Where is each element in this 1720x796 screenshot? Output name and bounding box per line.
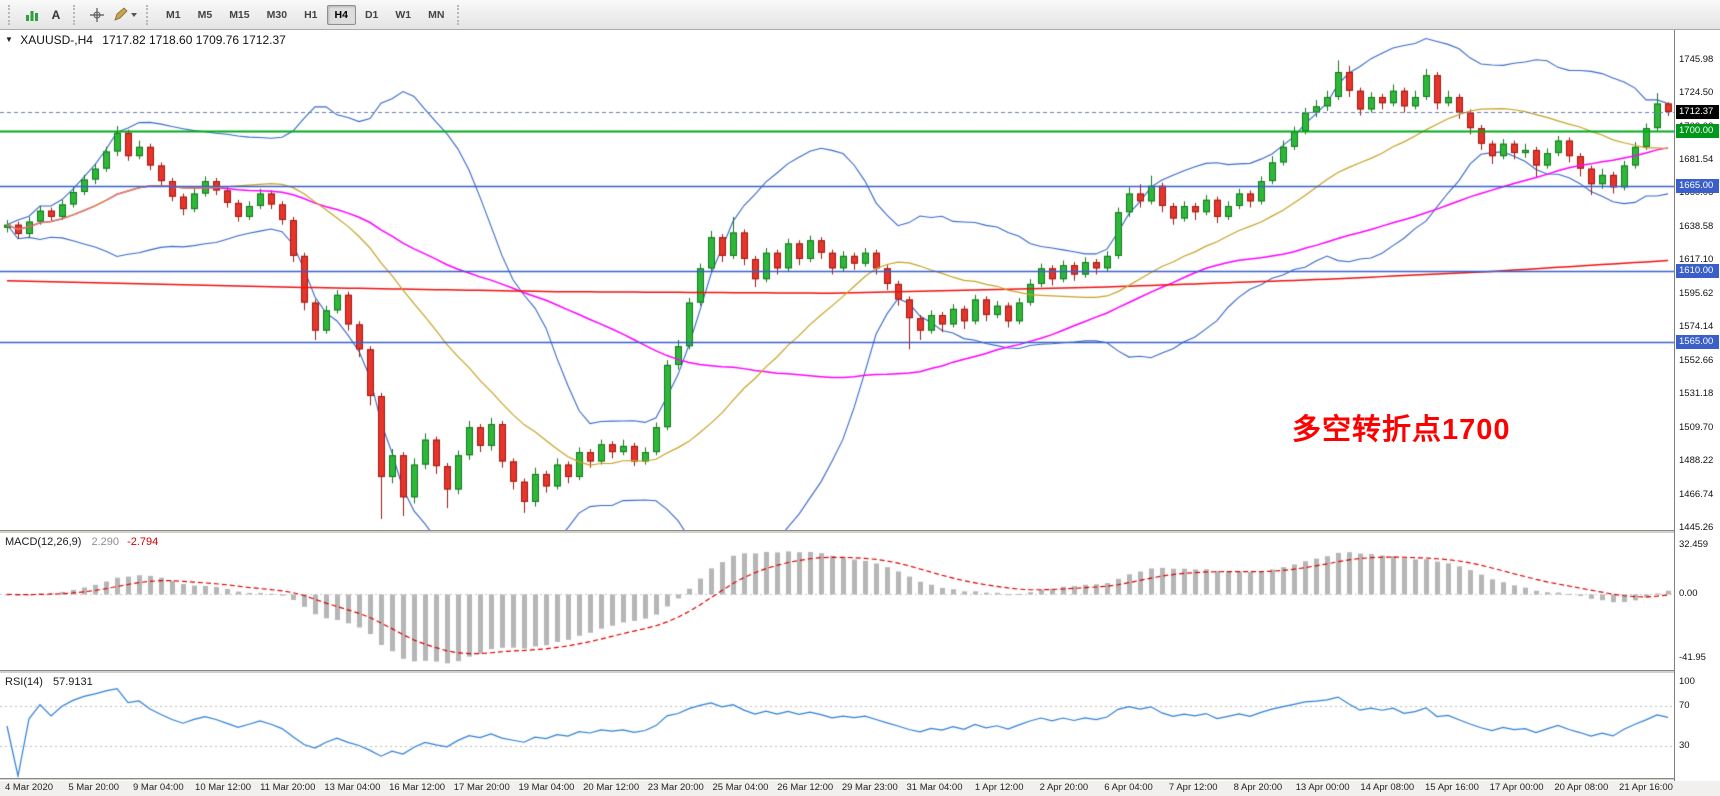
- annotation-text: 多空转折点1700: [1292, 414, 1511, 446]
- time-axis-label: 2 Apr 20:00: [1039, 782, 1089, 793]
- price-axis-label: 1595.62: [1679, 288, 1714, 299]
- price-axis-label: 1488.22: [1679, 455, 1714, 466]
- macd-axis-label: 32.459: [1679, 539, 1709, 550]
- time-axis-label: 4 Mar 2020: [4, 782, 54, 793]
- price-axis-label: 1638.58: [1679, 221, 1714, 232]
- time-axis-label: 13 Apr 00:00: [1295, 782, 1350, 793]
- macd-signal-value: -2.794: [127, 536, 159, 548]
- symbol-period-label: XAUUSD-,H4: [20, 33, 93, 47]
- timeframe-button-w1[interactable]: W1: [387, 5, 419, 25]
- macd-label: MACD(12,26,9) 2.290 -2.794: [5, 536, 158, 548]
- time-axis-label: 15 Apr 16:00: [1425, 782, 1479, 793]
- price-axis-label: 1745.98: [1679, 54, 1714, 65]
- price-axis-label: 1445.26: [1679, 522, 1714, 533]
- rsi-name: RSI(14): [5, 676, 43, 688]
- rsi-pane: RSI(14) 57.9131: [0, 674, 1674, 778]
- chart-title: ▼ XAUUSD-,H4 1717.82 1718.60 1709.76 171…: [5, 33, 286, 47]
- price-axis-label: 1466.74: [1679, 489, 1714, 500]
- toolbar-grip[interactable]: [146, 4, 153, 25]
- price-level-badge: 1565.00: [1676, 335, 1719, 349]
- price-level-badge: 1700.00: [1676, 124, 1719, 138]
- price-level-badge: 1665.00: [1676, 179, 1719, 193]
- macd-main-value: 2.290: [91, 536, 120, 548]
- time-axis-label: 17 Apr 00:00: [1489, 782, 1544, 793]
- main-chart-canvas[interactable]: [0, 30, 1674, 530]
- timeframe-button-h1[interactable]: H1: [296, 5, 325, 25]
- timeframe-toolbar: M1 M5 M15 M30 H1 H4 D1 W1 MN: [158, 4, 452, 25]
- time-axis-label: 26 Mar 12:00: [777, 782, 834, 793]
- time-axis-label: 19 Mar 04:00: [518, 782, 575, 793]
- rsi-axis-label: 30: [1679, 740, 1690, 751]
- pane-divider[interactable]: [0, 530, 1720, 534]
- time-axis-label: 23 Mar 20:00: [647, 782, 704, 793]
- rsi-label: RSI(14) 57.9131: [5, 676, 93, 688]
- time-axis-label: 1 Apr 12:00: [974, 782, 1024, 793]
- rsi-canvas[interactable]: [0, 674, 1674, 778]
- time-axis-label: 20 Mar 12:00: [583, 782, 640, 793]
- macd-pane: MACD(12,26,9) 2.290 -2.794: [0, 534, 1674, 670]
- macd-name: MACD(12,26,9): [5, 536, 82, 548]
- rsi-value: 57.9131: [52, 676, 93, 688]
- toolbar-grip[interactable]: [457, 4, 464, 25]
- price-axis-label: 1574.14: [1679, 321, 1714, 332]
- price-axis-label: 1509.70: [1679, 422, 1714, 433]
- draw-tool-icon[interactable]: [109, 4, 141, 26]
- timeframe-button-d1[interactable]: D1: [357, 5, 386, 25]
- price-axis-label: 1724.50: [1679, 87, 1714, 98]
- toolbar-grip[interactable]: [73, 4, 80, 25]
- time-axis-label: 13 Mar 04:00: [324, 782, 381, 793]
- main-price-pane: ▼ XAUUSD-,H4 1717.82 1718.60 1709.76 171…: [0, 30, 1674, 530]
- price-axis[interactable]: 1745.981724.501703.021681.541660.061638.…: [1674, 30, 1720, 781]
- text-tool-icon[interactable]: A: [44, 4, 68, 26]
- macd-canvas[interactable]: [0, 534, 1674, 670]
- bar-chart-glyph: [26, 10, 38, 21]
- time-axis-label: 5 Mar 20:00: [68, 782, 120, 793]
- timeframe-button-h4[interactable]: H4: [326, 4, 356, 25]
- toolbar-grip[interactable]: [8, 4, 15, 25]
- timeframe-button-m15[interactable]: M15: [221, 5, 257, 25]
- time-axis-label: 9 Mar 04:00: [133, 782, 184, 793]
- time-axis-label: 8 Apr 20:00: [1233, 782, 1283, 793]
- price-axis-label: 1552.66: [1679, 355, 1714, 366]
- price-level-badge: 1610.00: [1676, 264, 1719, 278]
- price-axis-label: 1531.18: [1679, 388, 1714, 399]
- time-axis-label: 6 Apr 04:00: [1104, 782, 1153, 793]
- time-axis-label: 14 Apr 08:00: [1360, 782, 1415, 793]
- bar-chart-icon[interactable]: [20, 4, 44, 26]
- time-axis-label: 21 Apr 16:00: [1619, 782, 1673, 793]
- timeframe-button-mn[interactable]: MN: [420, 5, 452, 25]
- time-axis-label: 20 Apr 08:00: [1554, 782, 1609, 793]
- ohlc-values: 1717.82 1718.60 1709.76 1712.37: [102, 33, 286, 47]
- time-axis-label: 16 Mar 12:00: [389, 782, 446, 793]
- macd-axis-label: 0.00: [1679, 588, 1698, 599]
- time-axis-label: 11 Mar 20:00: [260, 782, 316, 793]
- time-axis[interactable]: 4 Mar 2020 5 Mar 20:00 9 Mar 04:00 10 Mar 1…: [0, 781, 1720, 796]
- pane-divider[interactable]: [0, 670, 1720, 674]
- time-axis-label: 25 Mar 04:00: [712, 782, 769, 793]
- rsi-axis-label: 70: [1679, 700, 1690, 711]
- crosshair-glyph: [90, 7, 104, 22]
- time-axis-label: 29 Mar 23:00: [841, 782, 898, 793]
- timeframe-button-m30[interactable]: M30: [259, 5, 295, 25]
- chevron-down-icon: [131, 12, 137, 17]
- rsi-axis-label: 100: [1679, 676, 1695, 687]
- chart-window: ▼ XAUUSD-,H4 1717.82 1718.60 1709.76 171…: [0, 30, 1720, 796]
- crosshair-icon[interactable]: [85, 4, 109, 26]
- toolbar: A M1 M5 M15 M30 H1 H4 D1 W1 MN: [0, 0, 1720, 30]
- pane-divider[interactable]: [0, 778, 1720, 781]
- time-axis-label: 10 Mar 12:00: [195, 782, 252, 793]
- price-axis-label: 1681.54: [1679, 154, 1714, 165]
- pencil-glyph: [114, 7, 128, 21]
- timeframe-button-m5[interactable]: M5: [190, 5, 221, 25]
- expand-arrow-icon[interactable]: ▼: [5, 35, 13, 44]
- time-axis-label: 7 Apr 12:00: [1168, 782, 1218, 793]
- time-axis-label: 31 Mar 04:00: [906, 782, 963, 793]
- macd-axis-label: -41.95: [1679, 652, 1706, 663]
- price-axis-label: 1617.10: [1679, 254, 1714, 265]
- current-price-badge: 1712.37: [1676, 105, 1719, 119]
- timeframe-button-m1[interactable]: M1: [158, 5, 189, 25]
- time-axis-label: 17 Mar 20:00: [453, 782, 510, 793]
